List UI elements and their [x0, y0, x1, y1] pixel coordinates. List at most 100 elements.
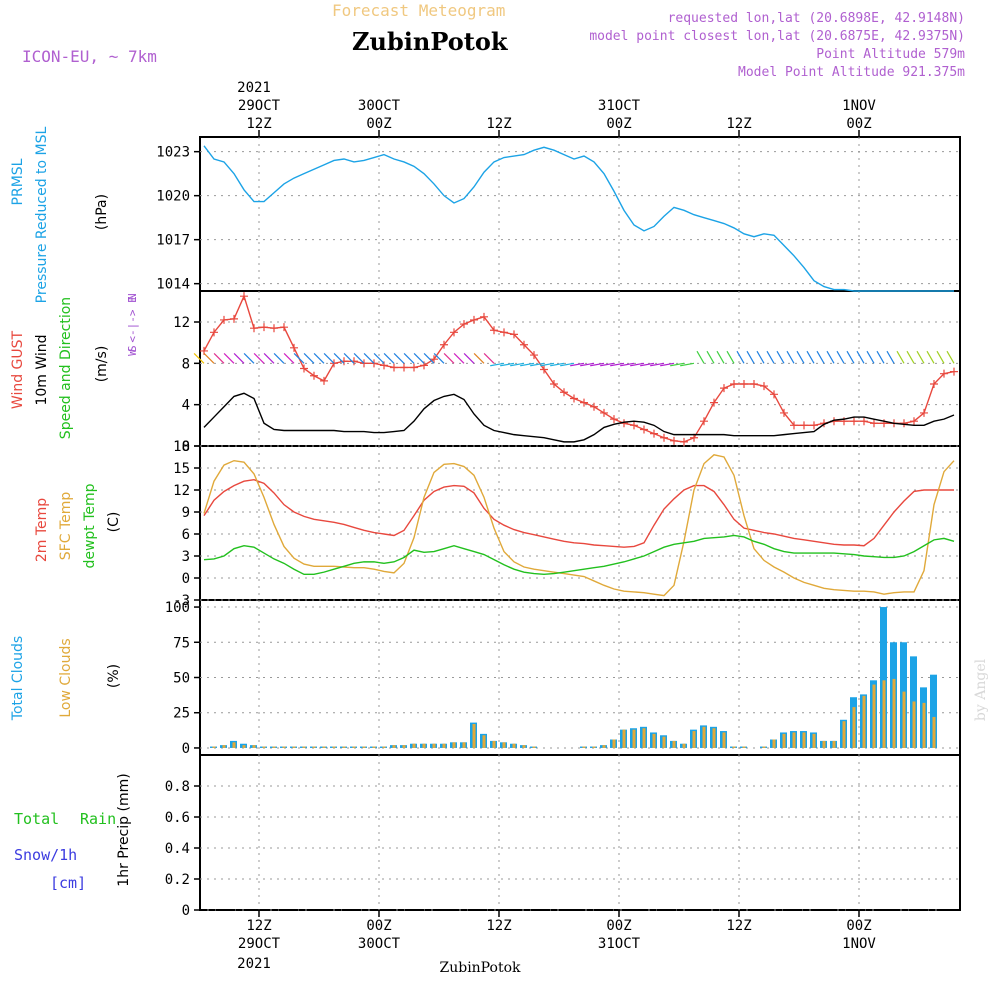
model-label: ICON-EU, ~ 7km — [22, 47, 157, 66]
gust-point-70 — [900, 419, 908, 428]
gust-point-31 — [510, 330, 518, 339]
ytick-label-precip-4: 0.8 — [165, 779, 190, 795]
low-clouds-label: Low Clouds — [58, 638, 74, 717]
low-cloud-bar-73 — [932, 716, 936, 748]
wind-arrow-66 — [856, 350, 865, 364]
low-cloud-bar-54 — [742, 746, 746, 748]
wind-arrow-56 — [756, 350, 765, 364]
gust-point-33 — [530, 351, 538, 360]
temp-2m-label: 2m Temp — [34, 498, 50, 562]
low-cloud-bar-40 — [602, 745, 606, 748]
gust-point-41 — [610, 415, 618, 424]
wind-arrow-14 — [333, 353, 345, 364]
ytick-label-temp-4: 9 — [182, 505, 190, 521]
gust-point-24 — [440, 340, 448, 349]
low-cloud-bar-68 — [882, 680, 886, 748]
low-cloud-bar-38 — [582, 746, 586, 748]
panel-frames — [199, 136, 961, 911]
bottom-year-label: 2021 — [237, 956, 271, 972]
bottom-time-label-2: 12Z — [486, 918, 511, 934]
pressure-label-1: PRMSL — [10, 158, 26, 205]
wind-arrow-47 — [660, 362, 675, 367]
wind-arrow-41 — [600, 362, 615, 367]
gust-point-21 — [410, 363, 418, 372]
low-cloud-bar-15 — [352, 746, 356, 748]
wind-arrow-48 — [670, 362, 685, 367]
ytick-label-precip-0: 0 — [182, 903, 190, 919]
wind-arrow-4 — [233, 353, 245, 364]
wind-arrow-22 — [413, 353, 425, 364]
wind-arrow-20 — [393, 353, 405, 364]
wind-arrow-16 — [353, 353, 365, 364]
low-cloud-bar-39 — [592, 746, 596, 748]
low-cloud-bar-48 — [682, 743, 686, 748]
gust-point-9 — [290, 343, 298, 352]
pressure-label-2: Pressure Reduced to MSL — [34, 126, 50, 303]
clouds-unit: (%) — [106, 664, 122, 688]
series-temp-1 — [203, 454, 955, 597]
total-cloud-bar-73 — [930, 674, 937, 748]
snow-unit: [cm] — [50, 874, 86, 892]
temp-sfc-label: SFC Temp — [58, 492, 74, 561]
gust-point-74 — [940, 369, 948, 378]
gust-point-7 — [270, 324, 278, 333]
gust-point-65 — [850, 417, 858, 426]
low-cloud-bar-67 — [872, 684, 876, 748]
pressure-unit: (hPa) — [94, 194, 110, 230]
top-title: Forecast Meteogram — [332, 1, 505, 20]
wind-arrow-62 — [816, 350, 825, 364]
gust-point-20 — [400, 363, 408, 372]
low-cloud-bar-4 — [242, 745, 246, 748]
ytick-label-temp-0: -3 — [173, 593, 190, 609]
low-cloud-bar-57 — [772, 739, 776, 748]
footer-station: ZubinPotok — [439, 960, 521, 976]
ytick-label-temp-5: 12 — [173, 483, 190, 499]
top-date-label-3: 31OCT — [598, 98, 641, 114]
wind-arrow-65 — [846, 350, 855, 364]
gust-point-47 — [670, 436, 678, 445]
gust-point-29 — [490, 326, 498, 335]
wind-arrow-2 — [213, 353, 225, 364]
ytick-label-wind-0: 0 — [182, 439, 190, 455]
gust-point-26 — [460, 320, 468, 329]
low-cloud-bar-13 — [332, 746, 336, 748]
gust-point-1 — [210, 328, 218, 337]
ytick-label-temp-2: 3 — [182, 549, 190, 565]
wind-arrow-0 — [193, 353, 205, 364]
gust-point-73 — [930, 380, 938, 388]
wind-arrow-70 — [896, 350, 905, 364]
low-cloud-bar-17 — [372, 746, 376, 748]
gust-point-37 — [570, 394, 578, 403]
wind-gust-label: Wind GUST — [10, 330, 26, 409]
series-pressure-0 — [203, 145, 954, 292]
gust-point-3 — [230, 314, 238, 323]
ytick-label-pressure-2: 1020 — [156, 189, 190, 205]
low-cloud-bar-8 — [282, 746, 286, 748]
wind-arrow-7 — [263, 353, 275, 364]
series-wind-1 — [203, 392, 955, 443]
top-time-label-4: 12Z — [726, 116, 751, 132]
gust-point-23 — [430, 355, 438, 364]
wind-arrow-72 — [916, 350, 925, 364]
bottom-date-label-0: 29OCT — [238, 936, 281, 952]
low-cloud-bar-43 — [632, 729, 636, 748]
gust-point-36 — [560, 388, 568, 397]
series-temp-0 — [203, 479, 954, 548]
gust-point-12 — [320, 376, 328, 385]
low-cloud-bar-56 — [762, 746, 766, 748]
wind-arrow-5 — [243, 353, 255, 364]
low-cloud-bar-58 — [782, 733, 786, 748]
low-cloud-bar-20 — [402, 745, 406, 748]
wind-arrow-55 — [746, 350, 755, 364]
wind-arrow-50 — [696, 350, 705, 364]
wind-arrow-8 — [273, 353, 285, 364]
wind-arrow-11 — [303, 353, 315, 364]
wind-arrow-39 — [580, 362, 595, 367]
compass-n: N — [126, 293, 139, 300]
gust-point-75 — [950, 367, 958, 376]
wind-arrow-35 — [540, 362, 555, 367]
low-cloud-bar-44 — [642, 728, 646, 748]
low-cloud-bar-29 — [492, 740, 496, 748]
wind-arrow-17 — [363, 353, 375, 364]
